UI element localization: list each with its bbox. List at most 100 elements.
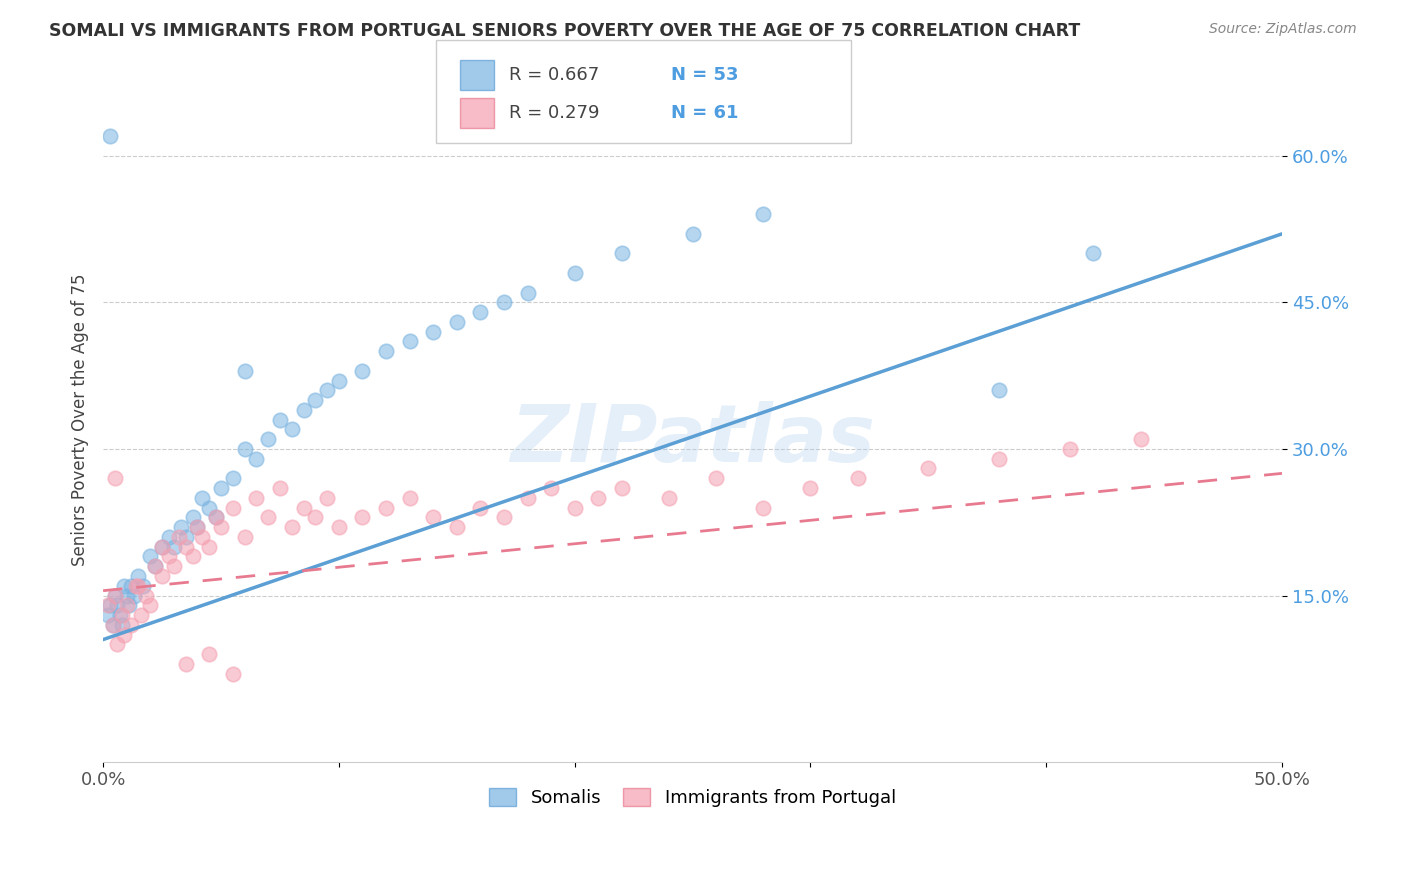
Point: [422, 510, 444, 524]
Point: [111, 618, 134, 632]
Point: [540, 481, 562, 495]
Point: [163, 540, 186, 554]
Point: [292, 500, 315, 515]
Point: [167, 530, 190, 544]
Point: [112, 628, 135, 642]
Point: [752, 207, 775, 221]
Point: [1129, 432, 1152, 446]
Point: [181, 549, 204, 564]
Point: [186, 520, 208, 534]
Point: [132, 579, 155, 593]
Point: [97, 599, 120, 613]
Point: [129, 608, 152, 623]
Point: [292, 402, 315, 417]
Point: [209, 481, 232, 495]
Point: [198, 647, 221, 661]
Point: [209, 520, 232, 534]
Point: [269, 481, 291, 495]
Point: [610, 246, 633, 260]
Point: [304, 510, 326, 524]
Point: [198, 540, 221, 554]
Point: [245, 491, 267, 505]
Point: [846, 471, 869, 485]
Point: [112, 579, 135, 593]
Text: R = 0.667: R = 0.667: [509, 66, 599, 84]
Point: [105, 637, 128, 651]
Point: [233, 442, 256, 456]
Point: [101, 618, 124, 632]
Point: [328, 374, 350, 388]
Point: [150, 569, 173, 583]
Point: [120, 618, 142, 632]
Point: [752, 500, 775, 515]
Point: [198, 500, 221, 515]
Point: [564, 500, 586, 515]
Point: [101, 618, 124, 632]
Point: [139, 549, 162, 564]
Point: [269, 412, 291, 426]
Point: [150, 540, 173, 554]
Point: [422, 325, 444, 339]
Point: [988, 451, 1011, 466]
Point: [118, 599, 141, 613]
Point: [233, 530, 256, 544]
Point: [143, 559, 166, 574]
Point: [222, 500, 245, 515]
Point: [682, 227, 704, 241]
Point: [1083, 246, 1105, 260]
Point: [516, 491, 538, 505]
Point: [98, 129, 121, 144]
Point: [157, 530, 180, 544]
Point: [328, 520, 350, 534]
Point: [205, 510, 228, 524]
Text: N = 61: N = 61: [671, 104, 738, 122]
Point: [304, 392, 326, 407]
Point: [97, 608, 120, 623]
Point: [174, 530, 197, 544]
Point: [157, 549, 180, 564]
Point: [799, 481, 821, 495]
Point: [128, 569, 150, 583]
Point: [233, 364, 256, 378]
Point: [586, 491, 609, 505]
Point: [105, 599, 128, 613]
Text: ZIPatlas: ZIPatlas: [510, 401, 875, 479]
Point: [375, 500, 398, 515]
Point: [658, 491, 681, 505]
Point: [115, 599, 138, 613]
Point: [104, 589, 127, 603]
Point: [128, 579, 150, 593]
Point: [174, 540, 197, 554]
Point: [104, 589, 127, 603]
Point: [170, 520, 193, 534]
Point: [191, 530, 214, 544]
Point: [104, 471, 127, 485]
Y-axis label: Seniors Poverty Over the Age of 75: Seniors Poverty Over the Age of 75: [72, 273, 89, 566]
Point: [135, 589, 157, 603]
Point: [245, 451, 267, 466]
Point: [257, 510, 280, 524]
Point: [446, 520, 468, 534]
Point: [316, 384, 339, 398]
Point: [174, 657, 197, 671]
Point: [125, 579, 148, 593]
Point: [492, 295, 515, 310]
Point: [150, 540, 173, 554]
Point: [122, 589, 145, 603]
Point: [470, 500, 492, 515]
Point: [257, 432, 280, 446]
Point: [610, 481, 633, 495]
Point: [352, 510, 374, 524]
Text: R = 0.279: R = 0.279: [509, 104, 599, 122]
Text: Source: ZipAtlas.com: Source: ZipAtlas.com: [1209, 22, 1357, 37]
Point: [316, 491, 339, 505]
Point: [222, 666, 245, 681]
Point: [143, 559, 166, 574]
Point: [470, 305, 492, 319]
Point: [988, 384, 1011, 398]
Point: [516, 285, 538, 300]
Point: [352, 364, 374, 378]
Point: [1059, 442, 1081, 456]
Point: [375, 344, 398, 359]
Point: [398, 491, 420, 505]
